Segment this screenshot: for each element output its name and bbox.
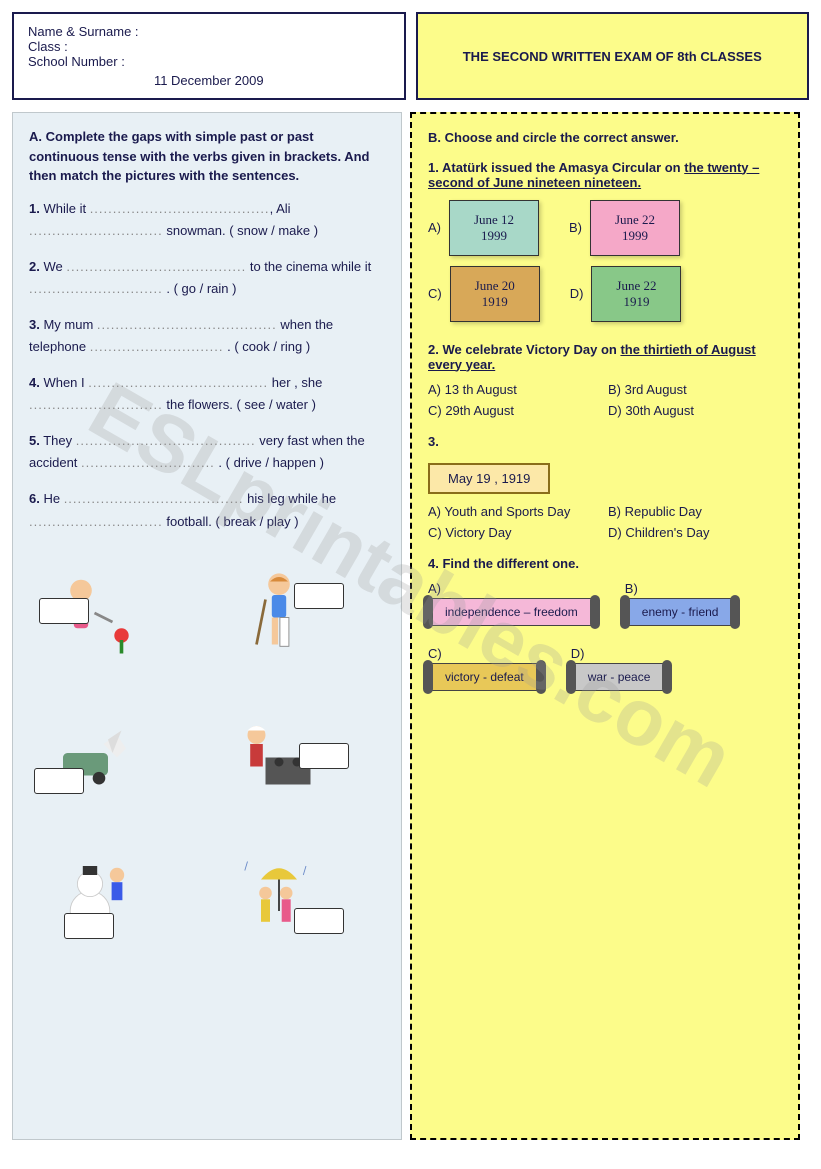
q3-number: 3. bbox=[428, 434, 782, 449]
answer-box[interactable] bbox=[299, 743, 349, 769]
q1-text: 1. Atatürk issued the Amasya Circular on… bbox=[428, 160, 782, 190]
q2-options: A) 13 th August B) 3rd August C) 29th Augu… bbox=[428, 382, 782, 418]
answer-box[interactable] bbox=[39, 598, 89, 624]
name-label: Name & Surname : bbox=[28, 24, 390, 39]
answer-box[interactable] bbox=[64, 913, 114, 939]
exam-title-box: THE SECOND WRITTEN EXAM OF 8th CLASSES bbox=[416, 12, 810, 100]
section-a-title: A. Complete the gaps with simple past or… bbox=[29, 127, 385, 186]
text-option[interactable]: C) Victory Day bbox=[428, 525, 588, 540]
scroll-option[interactable]: A)independence – freedom bbox=[428, 581, 595, 626]
q1-options: A)June 121999 B)June 221999 C)June 201919 D… bbox=[428, 200, 782, 322]
date-option[interactable]: A)June 121999 bbox=[428, 200, 539, 256]
question-item: 1. While it ............................… bbox=[29, 198, 385, 242]
number-label: School Number : bbox=[28, 54, 390, 69]
date-option[interactable]: C)June 201919 bbox=[428, 266, 540, 322]
pic-snowman bbox=[29, 833, 169, 953]
q4-options: A)independence – freedom B)enemy - friend… bbox=[428, 581, 782, 691]
class-label: Class : bbox=[28, 39, 390, 54]
text-option[interactable]: B) Republic Day bbox=[608, 504, 768, 519]
section-a: A. Complete the gaps with simple past or… bbox=[12, 112, 402, 1140]
pic-leg-cast bbox=[209, 553, 349, 673]
question-item: 6. He ..................................… bbox=[29, 488, 385, 532]
pic-cooking bbox=[209, 693, 349, 813]
pic-car-crash bbox=[29, 693, 169, 813]
date-option[interactable]: D)June 221919 bbox=[570, 266, 682, 322]
answer-box[interactable] bbox=[294, 908, 344, 934]
answer-box[interactable] bbox=[294, 583, 344, 609]
student-info-box: Name & Surname : Class : School Number :… bbox=[12, 12, 406, 100]
question-item: 5. They ................................… bbox=[29, 430, 385, 474]
pic-watering bbox=[29, 553, 169, 673]
scroll-option[interactable]: D)war - peace bbox=[571, 646, 668, 691]
date-option[interactable]: B)June 221999 bbox=[569, 200, 680, 256]
picture-match-area bbox=[29, 553, 385, 953]
scroll-option[interactable]: C)victory - defeat bbox=[428, 646, 541, 691]
question-item: 2. We ..................................… bbox=[29, 256, 385, 300]
text-option[interactable]: A) Youth and Sports Day bbox=[428, 504, 588, 519]
scroll-option[interactable]: B)enemy - friend bbox=[625, 581, 736, 626]
text-option[interactable]: C) 29th August bbox=[428, 403, 588, 418]
text-option[interactable]: D) 30th August bbox=[608, 403, 768, 418]
exam-title: THE SECOND WRITTEN EXAM OF 8th CLASSES bbox=[463, 49, 762, 64]
answer-box[interactable] bbox=[34, 768, 84, 794]
text-option[interactable]: B) 3rd August bbox=[608, 382, 768, 397]
q3-date-box: May 19 , 1919 bbox=[428, 463, 550, 494]
text-option[interactable]: A) 13 th August bbox=[428, 382, 588, 397]
text-option[interactable]: D) Children's Day bbox=[608, 525, 768, 540]
question-item: 3. My mum ..............................… bbox=[29, 314, 385, 358]
q2-text: 2. We celebrate Victory Day on the thirt… bbox=[428, 342, 782, 372]
section-b: B. Choose and circle the correct answer.… bbox=[410, 112, 800, 1140]
q4-title: 4. Find the different one. bbox=[428, 556, 782, 571]
section-b-title: B. Choose and circle the correct answer. bbox=[428, 128, 782, 148]
question-item: 4. When I ..............................… bbox=[29, 372, 385, 416]
pic-rain-umbrella bbox=[209, 833, 349, 953]
exam-date: 11 December 2009 bbox=[28, 73, 390, 88]
q3-options: A) Youth and Sports Day B) Republic Day C)… bbox=[428, 504, 782, 540]
